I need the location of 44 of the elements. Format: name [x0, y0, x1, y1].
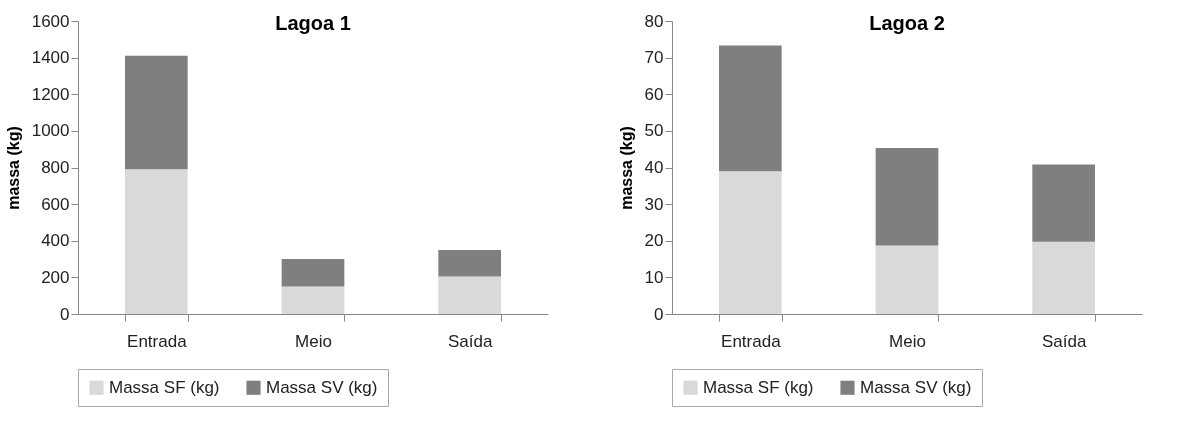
x-tick-label: Saída	[1041, 331, 1087, 351]
y-tick-label: 200	[41, 267, 70, 287]
x-tick-label: Entrada	[721, 331, 782, 351]
bar	[1032, 164, 1095, 242]
bar	[875, 245, 939, 314]
y-tick-label: 10	[644, 267, 664, 287]
bar	[125, 169, 188, 314]
y-tick-label: 800	[41, 158, 70, 177]
x-tick-label: Entrada	[127, 331, 188, 351]
chart-title: Lagoa 2	[869, 12, 945, 34]
y-tick-label: 50	[644, 121, 664, 141]
y-tick-label: 80	[644, 11, 664, 31]
y-tick-label: 600	[41, 194, 70, 214]
y-tick-label: 20	[644, 231, 664, 251]
y-tick-label: 0	[654, 304, 664, 324]
chart-title: Lagoa 1	[275, 12, 351, 34]
y-tick-label: 60	[644, 84, 664, 104]
bar	[438, 276, 501, 314]
y-tick-label: 70	[644, 48, 664, 68]
bar	[281, 286, 345, 314]
y-tick-label: 30	[644, 194, 664, 214]
bar	[875, 148, 939, 246]
bar	[1032, 241, 1095, 314]
bar	[719, 171, 782, 314]
y-tick-label: 1600	[31, 11, 70, 31]
legend-label: Massa SF (kg)	[703, 377, 814, 397]
y-tick-label: 1200	[31, 84, 70, 104]
y-axis-title: massa (kg)	[4, 126, 22, 210]
bar	[719, 45, 782, 172]
y-tick-label: 0	[60, 304, 70, 324]
bar	[281, 259, 345, 287]
x-tick-label: Saída	[447, 331, 493, 351]
y-tick-label: 1400	[31, 48, 70, 68]
y-axis-title: massa (kg)	[617, 126, 635, 210]
bar	[438, 249, 501, 277]
bar	[125, 55, 188, 170]
y-tick-label: 1000	[31, 121, 70, 141]
legend-label: Massa SF (kg)	[109, 377, 220, 397]
x-tick-label: Meio	[889, 331, 926, 351]
y-tick-label: 400	[41, 231, 70, 251]
legend-label: Massa SV (kg)	[266, 377, 378, 397]
legend-label: Massa SV (kg)	[860, 377, 972, 397]
y-tick-label: 40	[644, 158, 664, 177]
x-tick-label: Meio	[295, 331, 332, 351]
